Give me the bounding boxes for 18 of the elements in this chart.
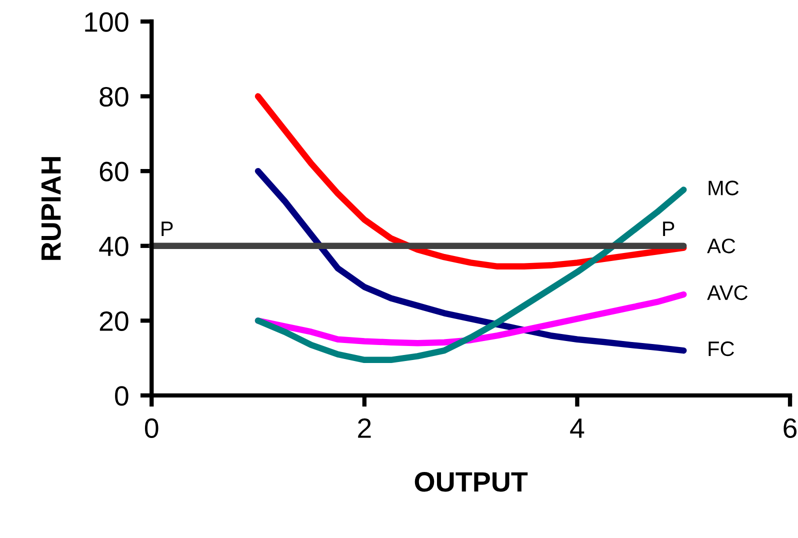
series-label: AC: [707, 238, 736, 254]
series-label: FC: [708, 341, 734, 356]
y-tick-label: 80: [100, 86, 128, 107]
y-tick-label: 40: [99, 236, 128, 256]
y-tick-label: 20: [100, 311, 128, 331]
x-tick-label: 4: [570, 418, 584, 438]
series-label: MC: [708, 180, 739, 196]
x-axis-title: OUTPUT: [414, 472, 528, 492]
y-tick-label: 60: [100, 162, 128, 182]
x-tick-label: 6: [784, 418, 797, 438]
y-tick-label: 100: [85, 12, 128, 32]
y-tick-label: 0: [115, 386, 128, 406]
annotation: P: [663, 222, 674, 236]
series-label: AVC: [707, 285, 748, 300]
x-tick-label: 2: [358, 418, 371, 438]
y-axis-title: RUPIAH: [42, 157, 61, 260]
x-tick-label: 0: [144, 418, 158, 438]
annotation: P: [162, 222, 173, 236]
